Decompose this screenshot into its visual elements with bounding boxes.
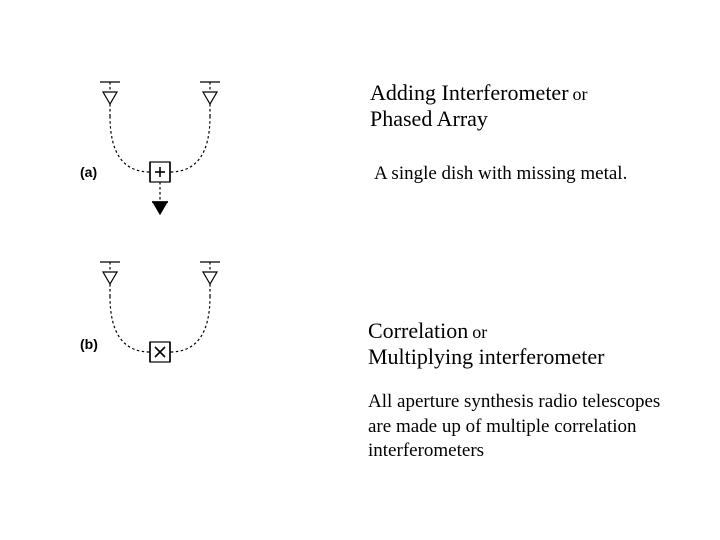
detector-a-icon xyxy=(153,202,167,214)
diagram-a xyxy=(0,0,720,540)
curve-a1-icon xyxy=(110,116,150,172)
antenna-a1-triangle-icon xyxy=(103,92,117,104)
page: Adding Interferometer or Phased Array A … xyxy=(0,0,720,540)
antenna-a2-triangle-icon xyxy=(203,92,217,104)
curve-a2-icon xyxy=(170,116,210,172)
